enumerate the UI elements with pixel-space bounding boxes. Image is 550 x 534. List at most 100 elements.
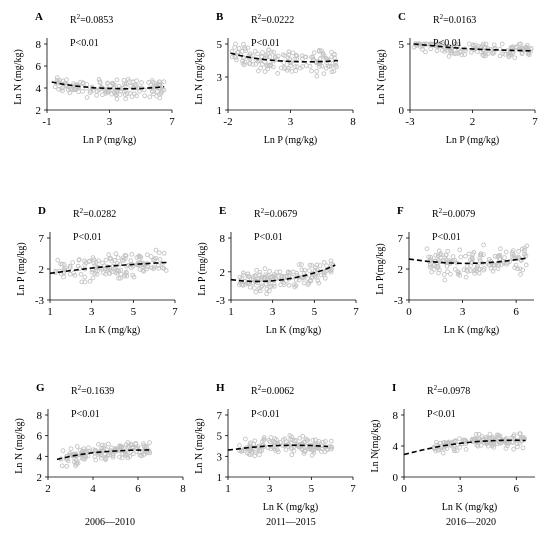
data-point [258, 65, 264, 71]
data-point [286, 49, 292, 55]
data-point [323, 65, 329, 71]
data-point [463, 274, 469, 280]
r-squared-base: R [251, 15, 258, 26]
data-point [464, 263, 470, 269]
y-axis-title-c: Ln N (mg/kg) [376, 49, 387, 105]
panel-letter-f: F [397, 205, 404, 217]
data-point [435, 258, 441, 263]
data-point [278, 65, 284, 71]
data-point [483, 41, 489, 47]
data-point [294, 53, 299, 59]
data-point [93, 448, 99, 453]
x-axis-title-e: Ln K (mg/kg) [266, 325, 322, 336]
data-point [83, 454, 89, 460]
r-squared-i: R2=0.0978 [427, 384, 470, 397]
data-point [89, 269, 95, 275]
x-tick-label: -2 [223, 116, 232, 128]
x-tick-label: 6 [135, 483, 141, 495]
data-point [476, 266, 482, 272]
data-point [76, 89, 82, 95]
data-point [98, 455, 104, 461]
data-point [60, 78, 66, 84]
r-squared-d: R2=0.0282 [73, 207, 116, 220]
data-point [282, 53, 288, 59]
data-point [71, 270, 76, 276]
x-tick-label: -1 [42, 116, 51, 128]
data-point [113, 269, 118, 275]
data-point [106, 441, 111, 447]
data-point [80, 89, 85, 94]
data-point [519, 436, 525, 441]
data-point [524, 44, 530, 50]
scatter-points-g [58, 440, 153, 469]
data-point [305, 276, 311, 281]
data-point [429, 264, 434, 269]
data-point [245, 271, 251, 277]
p-value-h: P<0.01 [251, 409, 280, 420]
data-point [455, 51, 461, 56]
r-squared-base: R [70, 15, 77, 26]
data-point [259, 54, 264, 59]
data-point [438, 251, 443, 256]
r-squared-c: R2=0.0163 [433, 13, 476, 26]
data-point [313, 265, 318, 270]
r-squared-sup: 2 [434, 384, 438, 392]
x-tick-label: 3 [460, 306, 466, 318]
data-point [516, 255, 522, 261]
data-point [240, 61, 246, 66]
data-point [90, 255, 96, 260]
x-tick-label: 4 [90, 483, 96, 495]
y-tick-label: 8 [37, 410, 43, 422]
r-squared-base: R [433, 15, 440, 26]
scatter-points-d [53, 247, 169, 285]
data-point [278, 439, 283, 445]
x-axis-title-a: Ln P (mg/kg) [83, 135, 137, 146]
y-tick-label: 2 [220, 267, 226, 279]
data-point [79, 279, 85, 285]
data-point [486, 257, 492, 262]
p-value-e: P<0.01 [254, 232, 283, 243]
data-point [128, 265, 134, 271]
data-point [309, 452, 315, 458]
data-point [123, 92, 128, 98]
data-point [272, 283, 277, 289]
data-point [241, 272, 247, 278]
r-squared-base: R [432, 209, 439, 220]
r-squared-base: R [427, 386, 434, 397]
trend-line-h [227, 444, 329, 451]
scatter-points-f [424, 242, 530, 283]
p-value-g: P<0.01 [71, 409, 100, 420]
panel-i: 0 3 6 0 4 8 Ln K (mg/kg) Ln N(mg/kg) I R2=0.0978 P… [370, 382, 535, 513]
data-point [517, 431, 522, 437]
data-point [156, 250, 162, 256]
data-point [267, 54, 273, 60]
data-point [261, 435, 267, 440]
x-tick-label: 7 [353, 306, 359, 318]
data-point [275, 71, 281, 76]
data-point [302, 448, 308, 454]
data-point [286, 52, 292, 57]
x-tick-label: 3 [267, 483, 273, 495]
data-point [123, 253, 129, 259]
data-point [142, 93, 147, 99]
y-tick-label: 0 [399, 105, 405, 117]
data-point [445, 269, 450, 275]
data-point [327, 267, 332, 273]
data-point [240, 55, 246, 60]
data-point [152, 257, 158, 262]
data-point [463, 253, 468, 259]
data-point [260, 50, 265, 55]
data-point [463, 447, 469, 452]
data-point [431, 267, 437, 272]
data-point [110, 81, 116, 87]
data-point [81, 446, 87, 452]
data-point [252, 438, 258, 444]
data-point [144, 252, 150, 258]
data-point [82, 279, 88, 285]
data-point [317, 263, 323, 268]
r-squared-value: =0.0222 [261, 15, 294, 26]
y-axis-title-f: Ln P(mg/kg) [375, 243, 386, 294]
data-point [243, 436, 248, 442]
